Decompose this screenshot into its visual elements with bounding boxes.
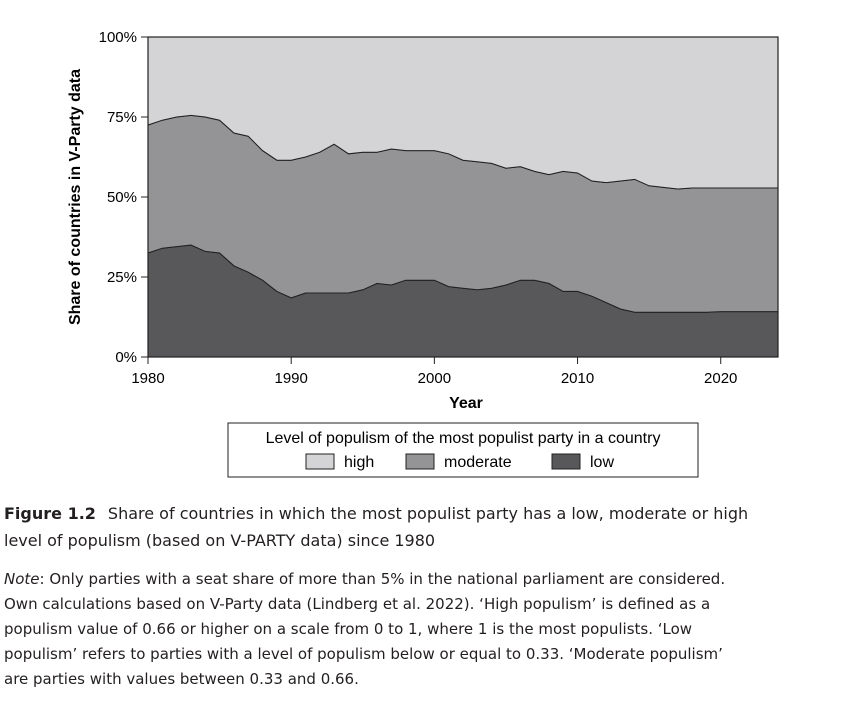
area-series-group: [147, 36, 779, 358]
x-tick-label: 1990: [274, 370, 307, 387]
note-line-3: populism value of 0.66 or higher on a sc…: [4, 620, 693, 638]
note-line-4: populism’ refers to parties with a level…: [4, 645, 723, 663]
y-tick-label: 50%: [107, 189, 137, 206]
legend-swatch-high: [305, 453, 335, 470]
caption-line-2: level of populism (based on V-PARTY data…: [4, 531, 436, 550]
x-tick-label: 2000: [418, 370, 451, 387]
x-tick-label: 2020: [704, 370, 737, 387]
legend-label-moderate: moderate: [444, 454, 512, 471]
legend-title: Level of populism of the most populist p…: [266, 430, 661, 447]
y-axis: 0% 25% 50% 75% 100%: [99, 29, 148, 366]
legend-label-low: low: [590, 454, 614, 471]
note-line-2: Own calculations based on V-Party data (…: [4, 595, 711, 613]
legend-swatch-low: [551, 453, 581, 470]
figure-note: Note: Only parties with a seat share of …: [4, 567, 854, 692]
x-axis: 1980 1990 2000 2010 2020: [131, 357, 737, 387]
y-tick-label: 0%: [115, 349, 137, 366]
note-line-5: are parties with values between 0.33 and…: [4, 670, 359, 688]
figure-caption: Figure 1.2 Share of countries in which th…: [4, 500, 854, 554]
caption-line-1: Share of countries in which the most pop…: [107, 504, 749, 523]
legend-label-high: high: [344, 454, 374, 471]
y-axis-title: Share of countries in V-Party data: [67, 69, 84, 325]
x-axis-title: Year: [449, 395, 483, 412]
y-tick-label: 75%: [107, 109, 137, 126]
legend-swatch-moderate: [405, 453, 435, 470]
note-line-1: : Only parties with a seat share of more…: [39, 570, 726, 588]
x-tick-label: 1980: [131, 370, 164, 387]
legend-items: high moderate low: [305, 453, 614, 471]
figure-label: Figure 1.2: [4, 504, 96, 523]
y-tick-label: 25%: [107, 269, 137, 286]
note-label: Note: [4, 570, 40, 588]
legend: Level of populism of the most populist p…: [227, 422, 699, 478]
y-tick-label: 100%: [99, 29, 137, 46]
x-tick-label: 2010: [561, 370, 594, 387]
stacked-area-chart: 0% 25% 50% 75% 100% 1980 1990 2000 2010 2020 Sha…: [67, 29, 779, 478]
